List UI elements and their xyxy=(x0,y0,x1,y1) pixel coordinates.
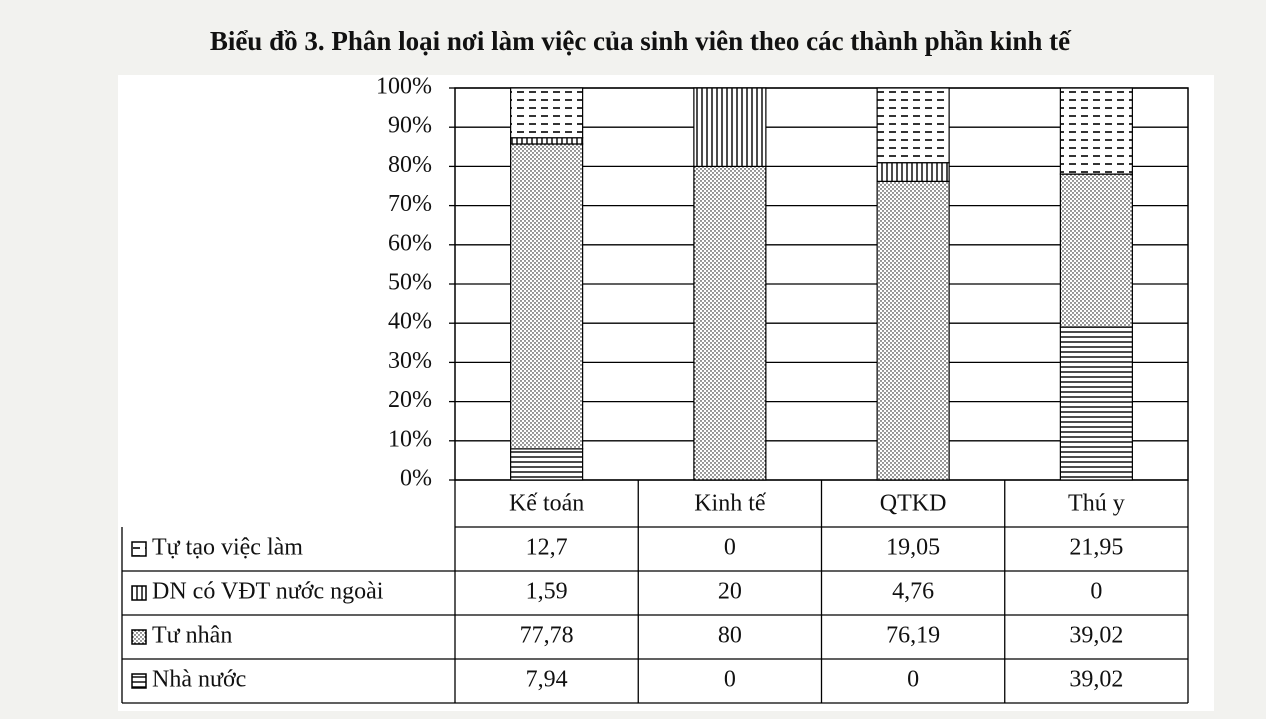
bar-segment xyxy=(510,137,584,145)
legend-label: Tư nhân xyxy=(152,623,232,649)
table-value: 20 xyxy=(718,579,742,605)
table-value: 0 xyxy=(907,667,919,693)
table-value: 21,95 xyxy=(1069,535,1123,561)
table-value: 0 xyxy=(724,667,736,693)
legend-key xyxy=(131,585,147,601)
bar-segment xyxy=(510,87,584,139)
y-tick-label: 80% xyxy=(388,152,432,178)
x-tick-label: Kế toán xyxy=(509,491,584,517)
chart-background xyxy=(118,75,1214,711)
bar-segment xyxy=(876,180,950,481)
table-value: 39,02 xyxy=(1069,623,1123,649)
x-tick-label: QTKD xyxy=(880,491,947,517)
bar-segment xyxy=(876,87,950,164)
y-tick-label: 100% xyxy=(376,74,432,100)
table-value: 7,94 xyxy=(526,667,568,693)
bar-segment xyxy=(510,448,584,481)
table-value: 77,78 xyxy=(520,623,574,649)
bar-segment xyxy=(876,162,950,182)
bar-segment xyxy=(1059,173,1133,328)
table-value: 4,76 xyxy=(892,579,934,605)
bar-segment xyxy=(693,165,767,481)
table-value: 0 xyxy=(724,535,736,561)
legend-key xyxy=(131,629,147,645)
table-value: 1,59 xyxy=(526,579,568,605)
bar-segment xyxy=(1059,326,1133,481)
y-tick-label: 20% xyxy=(388,387,432,413)
y-tick-label: 10% xyxy=(388,426,432,452)
legend-key xyxy=(131,673,147,689)
y-tick-label: 0% xyxy=(400,466,432,492)
table-value: 19,05 xyxy=(886,535,940,561)
y-tick-label: 30% xyxy=(388,348,432,374)
y-tick-label: 40% xyxy=(388,309,432,335)
x-tick-label: Kinh tế xyxy=(694,491,767,517)
table-value: 76,19 xyxy=(886,623,940,649)
y-tick-label: 90% xyxy=(388,113,432,139)
bar-segment xyxy=(693,87,767,168)
chart-title: Biểu đồ 3. Phân loại nơi làm việc của si… xyxy=(210,26,1072,56)
x-tick-label: Thú y xyxy=(1068,491,1125,517)
bar-segment xyxy=(1059,87,1133,175)
y-tick-label: 50% xyxy=(388,270,432,296)
legend-label: Nhà nước xyxy=(152,667,246,693)
table-value: 12,7 xyxy=(526,535,568,561)
table-value: 39,02 xyxy=(1069,667,1123,693)
y-tick-label: 60% xyxy=(388,230,432,256)
bar-segment xyxy=(510,143,584,450)
y-tick-label: 70% xyxy=(388,191,432,217)
table-value: 80 xyxy=(718,623,742,649)
legend-key xyxy=(131,541,147,557)
legend-label: DN có VĐT nước ngoài xyxy=(152,579,384,605)
legend-label: Tự tạo việc làm xyxy=(152,535,303,561)
table-value: 0 xyxy=(1090,579,1102,605)
